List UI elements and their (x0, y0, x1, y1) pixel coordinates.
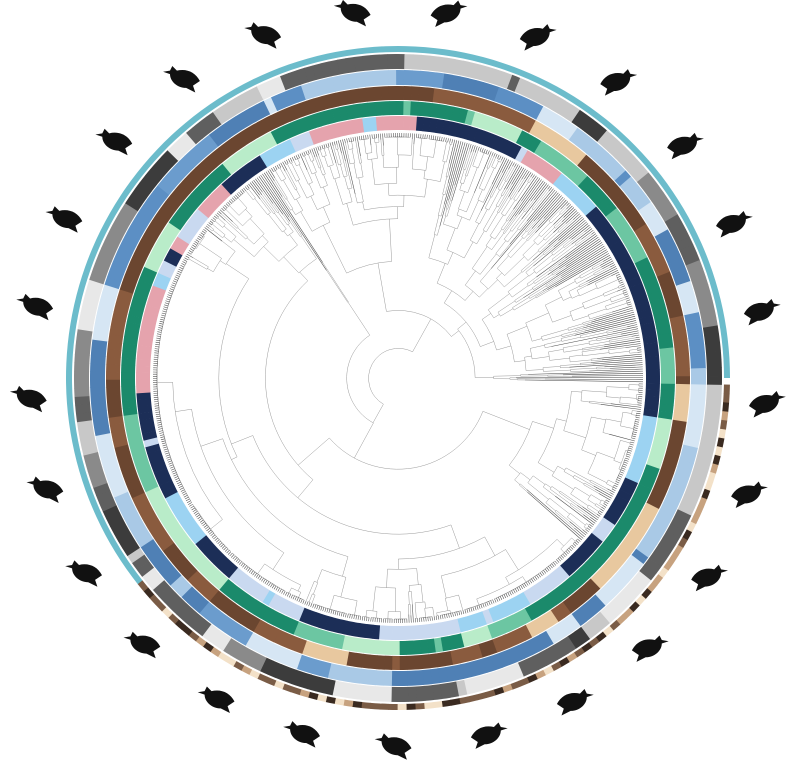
trait-ring (106, 86, 690, 670)
perching-bird-silhouette-icon (430, 0, 468, 28)
lyrebird-silhouette-icon (716, 211, 753, 238)
range-ring (90, 70, 706, 686)
flycatcher-silhouette-icon (667, 132, 704, 160)
wren-silhouette-icon (731, 481, 768, 508)
finch-silhouette-icon (519, 24, 557, 51)
clade-ring (136, 116, 660, 640)
owl-silhouette-icon (95, 128, 133, 156)
crow-silhouette-icon (556, 689, 594, 716)
nightjar-silhouette-icon (197, 686, 235, 713)
tree-internal-branches (156, 136, 640, 620)
phylogenetic-tree (152, 132, 644, 624)
thrush-silhouette-icon (600, 69, 638, 96)
parrot-silhouette-icon (333, 0, 371, 27)
pigeon-silhouette-icon (65, 560, 102, 587)
habitat-ring (121, 101, 675, 655)
eagle-silhouette-icon (45, 206, 83, 233)
dodo-silhouette-icon (470, 722, 508, 749)
tanager-silhouette-icon (691, 564, 728, 592)
swallow-silhouette-icon (743, 298, 781, 326)
goose-silhouette-icon (374, 733, 412, 760)
rooster-silhouette-icon (283, 721, 320, 748)
hummingbird-silhouette-icon (123, 631, 161, 659)
shorebird-silhouette-icon (16, 293, 54, 321)
crane-silhouette-icon (26, 476, 64, 503)
kingfisher-silhouette-icon (163, 66, 200, 93)
nonpasserine-band (137, 384, 730, 710)
woodpecker-silhouette-icon (244, 22, 282, 49)
tree-tip-branches (152, 132, 644, 624)
warbler-silhouette-icon (631, 635, 669, 662)
outer-bands (65, 45, 730, 710)
sparrow-silhouette-icon (749, 391, 786, 418)
annotation-rings (74, 54, 722, 702)
grey-ring (74, 54, 722, 702)
ibis-silhouette-icon (9, 385, 47, 413)
bird-silhouettes (9, 0, 786, 760)
